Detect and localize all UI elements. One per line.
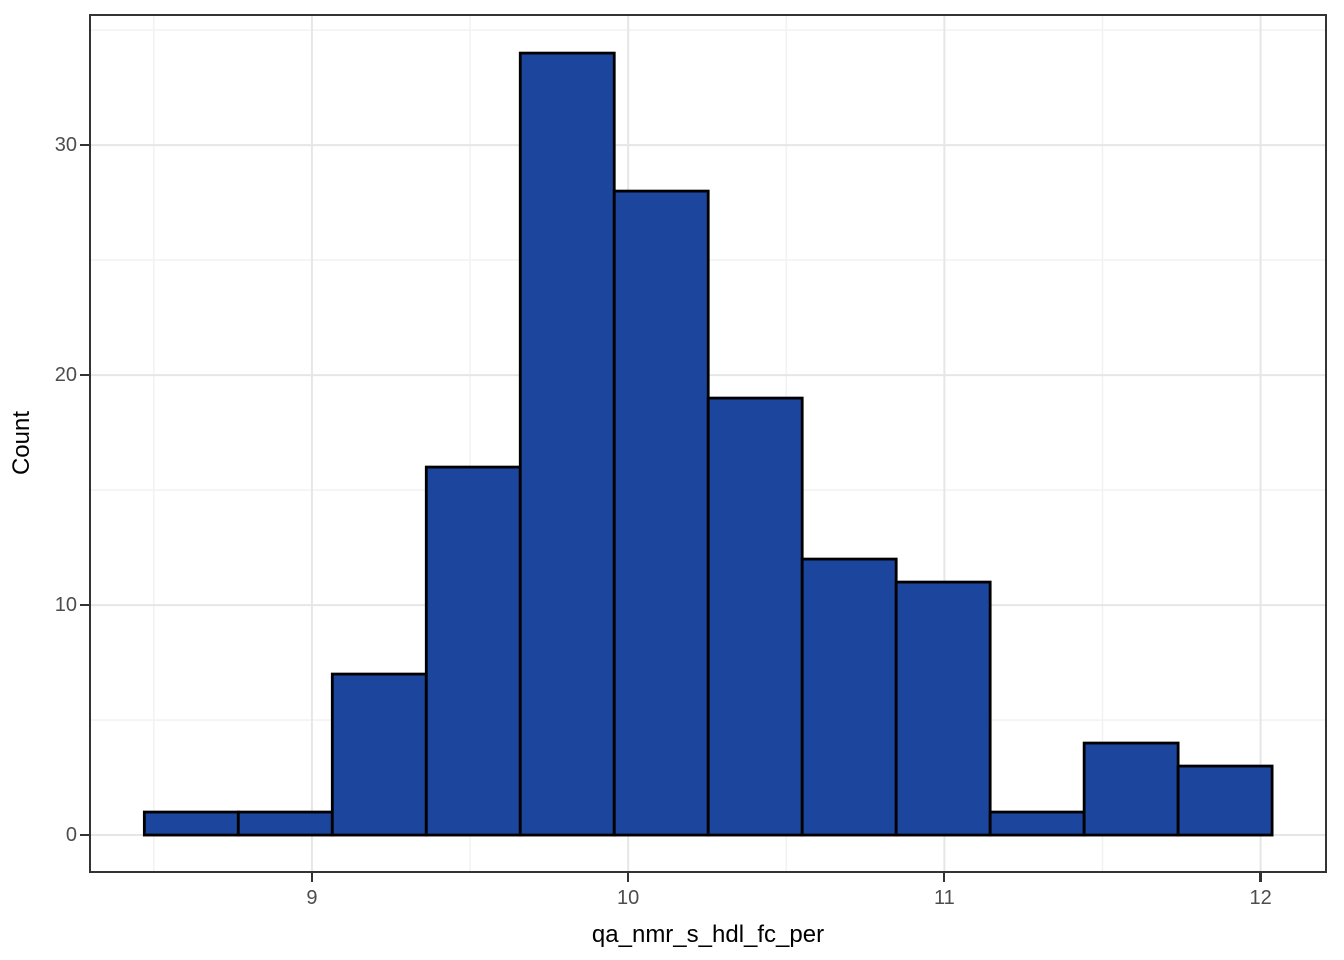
- histogram-bar: [988, 810, 1086, 837]
- histogram-plot-area: [89, 14, 1327, 873]
- histogram-bar: [612, 189, 710, 837]
- histogram-bar: [424, 465, 522, 837]
- histogram-bar: [142, 810, 240, 837]
- x-axis-tick-mark: [1259, 873, 1262, 882]
- x-axis-tick-label: 12: [1249, 887, 1272, 909]
- y-axis-tick-label: 20: [54, 364, 77, 387]
- histogram-bar: [1176, 764, 1274, 837]
- histogram-bar: [706, 396, 804, 837]
- plot-panel: [89, 14, 1327, 873]
- histogram-bar: [518, 51, 616, 837]
- x-axis-tick-mark: [627, 873, 630, 882]
- x-axis-tick-label: 9: [306, 887, 318, 909]
- y-axis-tick-mark: [80, 833, 89, 837]
- x-axis-tick-mark: [310, 873, 314, 882]
- y-axis-tick-label: 30: [54, 134, 77, 157]
- histogram-bar: [330, 672, 428, 837]
- histogram-bar: [800, 557, 898, 837]
- y-axis-tick-mark: [80, 373, 89, 377]
- histogram-bar: [1082, 741, 1180, 837]
- y-axis-tick-mark: [80, 143, 89, 147]
- y-axis-tick-mark: [80, 603, 89, 607]
- y-axis-tick-label: 10: [54, 594, 77, 617]
- histogram-bar: [894, 580, 992, 837]
- x-axis-title: qa_nmr_s_hdl_fc_per: [591, 921, 825, 948]
- histogram-bar: [236, 810, 334, 837]
- y-axis-tick-label: 0: [65, 824, 77, 847]
- x-axis-tick-label: 11: [933, 887, 955, 909]
- x-axis-tick-label: 10: [617, 887, 640, 909]
- panel-border: [89, 14, 1327, 873]
- x-axis-tick-mark: [943, 873, 946, 882]
